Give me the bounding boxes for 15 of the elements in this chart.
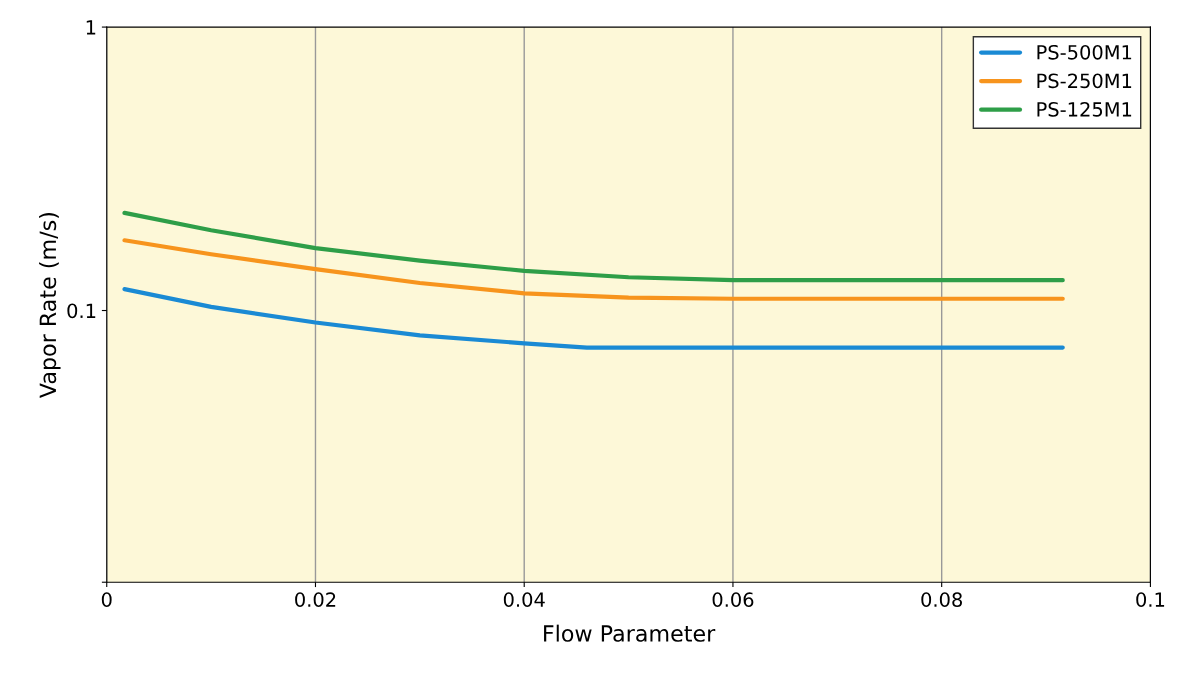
y-axis-title: Vapor Rate (m/s) — [39, 213, 61, 398]
legend-label: PS-125M1 — [1037, 102, 1132, 117]
legend-label: PS-500M1 — [1037, 44, 1132, 60]
line-series — [122, 238, 1065, 301]
x-tick-label: 0.02 — [295, 592, 336, 607]
line-series — [122, 210, 1065, 283]
legend-label: PS-250M1 — [1037, 73, 1132, 89]
x-tick-label: 0.06 — [712, 592, 754, 607]
y-tick-label: 1 — [86, 20, 96, 35]
line-series — [122, 287, 1065, 350]
x-tick-label: 0.1 — [1136, 592, 1165, 607]
x-axis-title: Flow Parameter — [544, 624, 716, 642]
x-tick-label: 0.04 — [503, 592, 545, 607]
x-tick-label: 0.08 — [921, 592, 962, 607]
x-tick-label: 0 — [101, 592, 112, 607]
